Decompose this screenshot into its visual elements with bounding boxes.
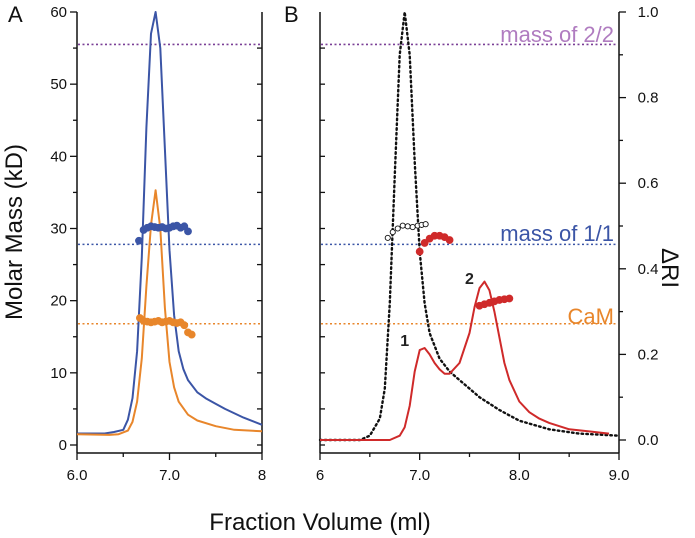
- y-tick-label-b-8: 0.8: [638, 90, 659, 107]
- panel-a-ticks: 6.0 7.0 8 0 10 20 30 40 50 60: [50, 4, 266, 484]
- x-tick-label-b-0: 6: [316, 467, 324, 484]
- panel-b-reference-lines: [321, 43, 618, 325]
- point-blue-molar-mass-13: [184, 227, 192, 236]
- panel-b-letter: B: [284, 2, 299, 27]
- y-tick-label-b-0: 0.0: [638, 432, 659, 449]
- point-open-circle-molar-mass-8: [422, 221, 429, 228]
- line-blue-ri-trace: [77, 11, 263, 435]
- y-tick-label-a-0: 0: [59, 437, 67, 454]
- x-tick-label-a-2: 7.0: [159, 467, 180, 484]
- line-red-ri-trace: [320, 280, 610, 441]
- panel-b-traces: [318, 10, 621, 442]
- point-orange-molar-mass-14: [187, 330, 196, 339]
- y-tick-label-b-4: 0.4: [638, 261, 659, 278]
- reference-label-cam: CaM: [568, 304, 614, 329]
- y-tick-label-b-2: 0.2: [638, 346, 659, 363]
- y-tick-label-a-6: 30: [50, 221, 67, 238]
- x-tick-label-b-4: 8.0: [509, 467, 530, 484]
- point-red-molar-mass-peak-2-6: [505, 294, 514, 303]
- panel-a-y-axis-title: Molar Mass (kD): [1, 144, 28, 320]
- panel-a-mass-points: [135, 221, 196, 339]
- point-red-molar-mass-peak-1-6: [445, 236, 454, 244]
- point-open-circle-molar-mass-0: [384, 234, 391, 241]
- panel-b-annotations: mass of 2/2 mass of 1/1 CaM 1 2: [400, 22, 614, 350]
- point-orange-molar-mass-12: [180, 321, 189, 330]
- y-tick-label-b-6: 0.6: [638, 175, 659, 192]
- y-tick-label-a-2: 10: [50, 365, 67, 382]
- y-tick-label-b-10: 1.0: [638, 4, 659, 21]
- reference-label-mass-of-1-1: mass of 1/1: [500, 221, 614, 246]
- panel-b: B 6 7.0 8.0 9.0 0.0 0.2 0.4 0.6 0.8 1.0 mass of 2…: [284, 2, 683, 484]
- x-tick-label-a-0: 6.0: [67, 467, 88, 484]
- y-tick-label-a-10: 50: [50, 76, 67, 93]
- panel-b-mass-points: [384, 221, 514, 310]
- x-tick-label-a-4: 8: [258, 467, 266, 484]
- reference-label-mass-of-2-2: mass of 2/2: [500, 22, 614, 47]
- peak-label-2: 2: [465, 271, 474, 288]
- panel-b-ticks: 6 7.0 8.0 9.0 0.0 0.2 0.4 0.6 0.8 1.0: [316, 4, 659, 484]
- y-tick-label-a-12: 60: [50, 4, 67, 21]
- point-red-molar-mass-peak-1-0: [415, 247, 424, 256]
- peak-label-1: 1: [400, 333, 409, 350]
- point-open-circle-molar-mass-2: [394, 225, 401, 232]
- x-tick-label-b-2: 7.0: [409, 467, 430, 484]
- x-axis-title: Fraction Volume (ml): [209, 509, 430, 536]
- line-orange-ri-trace: [76, 189, 263, 436]
- point-blue-molar-mass-0: [135, 236, 143, 245]
- point-open-circle-molar-mass-3: [399, 222, 406, 229]
- x-tick-label-b-6: 9.0: [609, 467, 630, 484]
- line-black-ri-trace: [318, 10, 621, 442]
- panel-a: A 6.0 7.0 8 0 10 20 30 40 50 60 Molar Mass (kD): [1, 2, 266, 484]
- point-red-molar-mass-peak-1-1: [420, 239, 429, 247]
- panel-b-y-axis-title: ΔRI: [656, 248, 683, 288]
- y-tick-label-a-4: 20: [50, 293, 67, 310]
- panel-a-traces: [76, 11, 263, 436]
- point-open-circle-molar-mass-1: [389, 229, 396, 236]
- panel-a-reference-lines: [78, 43, 261, 325]
- panel-a-letter: A: [8, 2, 23, 27]
- y-tick-label-a-8: 40: [50, 148, 67, 165]
- point-open-circle-molar-mass-5: [409, 224, 416, 231]
- point-open-circle-molar-mass-4: [404, 223, 411, 230]
